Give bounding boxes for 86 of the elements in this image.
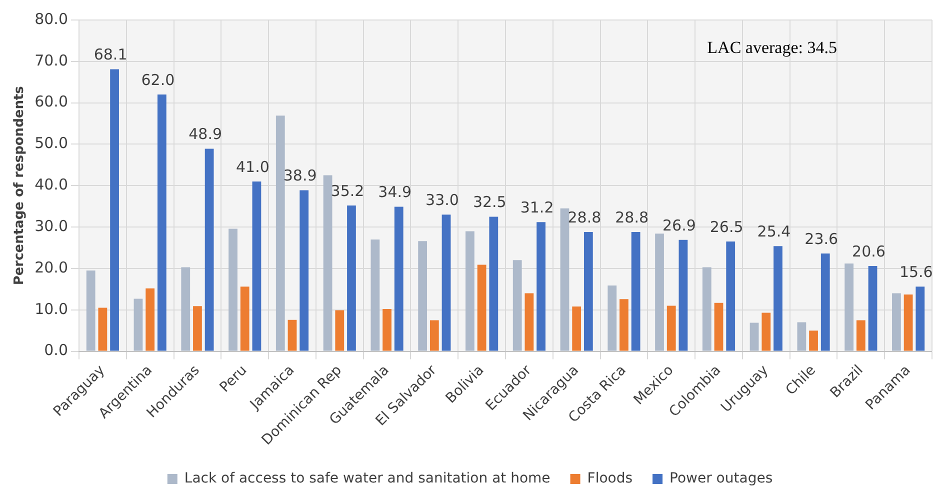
- bar: [300, 190, 309, 351]
- data-label: 20.6: [852, 242, 886, 260]
- y-tick-label: 80.0: [34, 10, 68, 28]
- bar: [916, 286, 925, 351]
- bar: [157, 94, 166, 351]
- data-label: 62.0: [141, 70, 175, 89]
- bar: [572, 306, 582, 351]
- y-tick-label: 60.0: [34, 92, 68, 111]
- bar: [466, 231, 474, 351]
- y-tick-label: 0.0: [44, 341, 68, 360]
- bar: [430, 320, 439, 351]
- y-axis-title: Percentage of respondents: [12, 86, 28, 286]
- bar: [856, 320, 866, 351]
- annotation: LAC average: 34.5: [707, 38, 837, 57]
- bar: [134, 298, 143, 351]
- bar: [666, 306, 676, 351]
- bar: [560, 208, 570, 351]
- bar: [608, 285, 617, 351]
- bar: [524, 293, 534, 351]
- bar: [146, 288, 155, 351]
- bar: [904, 294, 913, 351]
- bar: [394, 206, 404, 351]
- data-label: 28.8: [615, 208, 649, 226]
- data-label: 68.1: [94, 46, 128, 64]
- data-label: 26.5: [710, 218, 744, 236]
- legend-label: Floods: [587, 470, 633, 487]
- data-label: 32.5: [472, 193, 506, 212]
- bar: [820, 254, 830, 351]
- data-label: 15.6: [899, 263, 933, 282]
- bar: [477, 264, 486, 351]
- data-label: 26.9: [662, 216, 696, 234]
- legend-label: Lack of access to safe water and sanitation at home: [184, 470, 550, 487]
- data-label: 28.8: [568, 208, 602, 226]
- data-label: 31.2: [520, 198, 554, 216]
- bar: [809, 330, 818, 351]
- bar: [892, 293, 901, 351]
- data-label: 38.9: [283, 166, 317, 185]
- bar: [323, 175, 332, 351]
- bar: [702, 267, 712, 351]
- data-label: 33.0: [426, 191, 459, 210]
- bar: [714, 302, 724, 351]
- bar: [489, 216, 498, 351]
- bar: [347, 206, 356, 351]
- y-tick-label: 20.0: [34, 258, 68, 276]
- bar: [750, 322, 759, 351]
- y-tick-label: 40.0: [34, 176, 68, 194]
- bar: [512, 260, 522, 351]
- bar: [774, 246, 782, 351]
- data-label: 41.0: [236, 158, 270, 176]
- data-label: 23.6: [804, 230, 838, 248]
- data-label: 35.2: [330, 182, 364, 200]
- bar: [110, 69, 119, 351]
- bar: [620, 299, 628, 351]
- data-label: 25.4: [757, 222, 791, 240]
- bar: [726, 242, 736, 351]
- legend-label: Power outages: [670, 470, 773, 487]
- bar: [797, 322, 806, 351]
- bar: [418, 241, 428, 351]
- bar: [382, 309, 392, 351]
- bar: [584, 232, 593, 351]
- y-tick-label: 10.0: [34, 300, 68, 318]
- bar: [655, 234, 664, 351]
- y-tick-label: 70.0: [34, 51, 68, 70]
- bar: [536, 222, 546, 351]
- bar: [276, 116, 285, 351]
- bar: [86, 270, 96, 351]
- bar: [631, 232, 640, 351]
- bar: [252, 182, 262, 351]
- y-tick-label: 50.0: [34, 134, 68, 152]
- bar: [288, 320, 297, 351]
- y-tick-label: 30.0: [34, 216, 68, 235]
- data-label: 48.9: [188, 125, 222, 144]
- bar: [370, 239, 380, 351]
- bar: [868, 266, 878, 351]
- bar: [678, 240, 688, 351]
- bar: [204, 148, 214, 351]
- bar: [181, 267, 190, 351]
- bar: [442, 214, 451, 351]
- bar: [762, 312, 771, 351]
- bar: [98, 308, 108, 351]
- bar: [193, 306, 202, 351]
- data-label: 34.9: [378, 183, 412, 202]
- bar: [335, 310, 344, 351]
- bar: [240, 286, 250, 351]
- bar: [844, 263, 854, 351]
- bar: [228, 228, 238, 351]
